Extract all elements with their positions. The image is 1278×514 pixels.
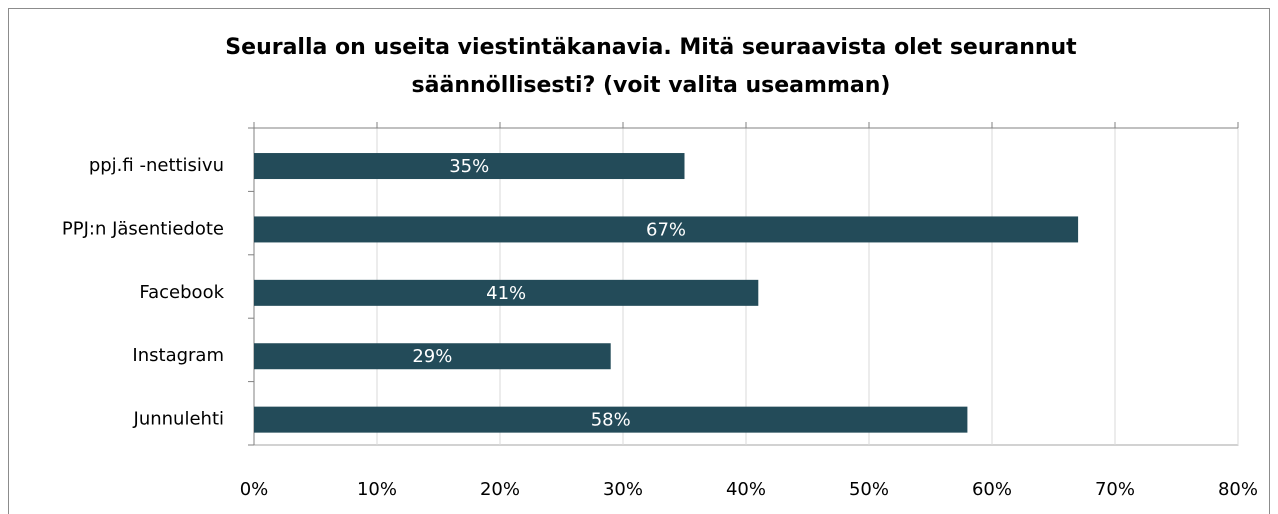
x-tick-label: 30% <box>603 479 643 500</box>
x-tick-label: 50% <box>849 479 889 500</box>
bar <box>254 343 611 370</box>
bar <box>254 216 1079 243</box>
value-label: 58% <box>591 410 631 431</box>
value-label: 35% <box>449 156 489 177</box>
x-tick-label: 70% <box>1095 479 1135 500</box>
y-tick-label: PPJ:n Jäsentiedote <box>62 218 224 239</box>
bar <box>254 406 968 433</box>
x-tick-label: 60% <box>972 479 1012 500</box>
x-tick-label: 80% <box>1218 479 1258 500</box>
x-tick-label: 10% <box>357 479 397 500</box>
y-tick-label: ppj.fi -nettisivu <box>89 155 224 176</box>
y-tick-label: Instagram <box>132 345 224 366</box>
bar <box>254 153 685 180</box>
value-label: 41% <box>486 283 526 304</box>
y-tick-label: Junnulehti <box>133 409 224 430</box>
value-label: 67% <box>646 219 686 240</box>
y-tick-label: Facebook <box>139 282 224 303</box>
chart-title: Seuralla on useita viestintäkanavia. Mit… <box>225 35 1077 60</box>
value-label: 29% <box>412 346 452 367</box>
bar <box>254 279 759 306</box>
chart-title: säännöllisesti? (voit valita useamman) <box>412 73 891 98</box>
x-tick-label: 20% <box>480 479 520 500</box>
x-tick-label: 0% <box>240 479 269 500</box>
x-tick-label: 40% <box>726 479 766 500</box>
